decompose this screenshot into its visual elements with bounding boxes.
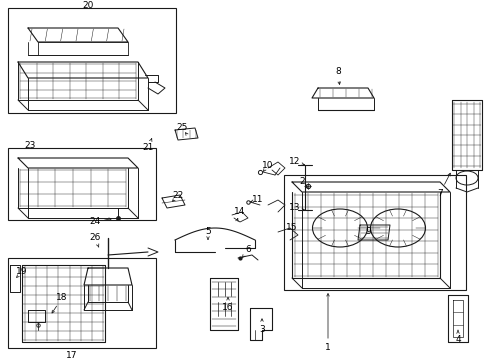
Bar <box>8 258 156 348</box>
Text: 14: 14 <box>234 207 245 216</box>
Text: 11: 11 <box>252 195 263 204</box>
Text: 19: 19 <box>16 267 28 276</box>
Text: 5: 5 <box>204 228 210 237</box>
Text: 20: 20 <box>82 0 94 9</box>
Text: 8: 8 <box>334 68 340 77</box>
Text: 13: 13 <box>289 203 300 212</box>
Text: 15: 15 <box>285 224 297 233</box>
Text: 1: 1 <box>325 343 330 352</box>
Text: 25: 25 <box>176 123 187 132</box>
Text: 26: 26 <box>89 234 101 243</box>
Bar <box>8 8 176 113</box>
Text: 4: 4 <box>454 336 460 345</box>
Bar <box>8 148 156 220</box>
Text: 6: 6 <box>244 246 250 255</box>
Text: 9: 9 <box>365 228 370 237</box>
Text: 7: 7 <box>436 189 442 198</box>
Text: 18: 18 <box>56 293 68 302</box>
Text: 3: 3 <box>259 325 264 334</box>
Text: 22: 22 <box>172 190 183 199</box>
Text: 16: 16 <box>222 303 233 312</box>
Bar <box>284 175 465 290</box>
Text: 17: 17 <box>66 351 78 360</box>
Text: 24: 24 <box>89 217 101 226</box>
Text: 10: 10 <box>262 161 273 170</box>
Text: 2: 2 <box>299 177 304 186</box>
Text: 21: 21 <box>142 144 153 153</box>
Text: 12: 12 <box>289 158 300 166</box>
Text: 23: 23 <box>24 140 36 149</box>
